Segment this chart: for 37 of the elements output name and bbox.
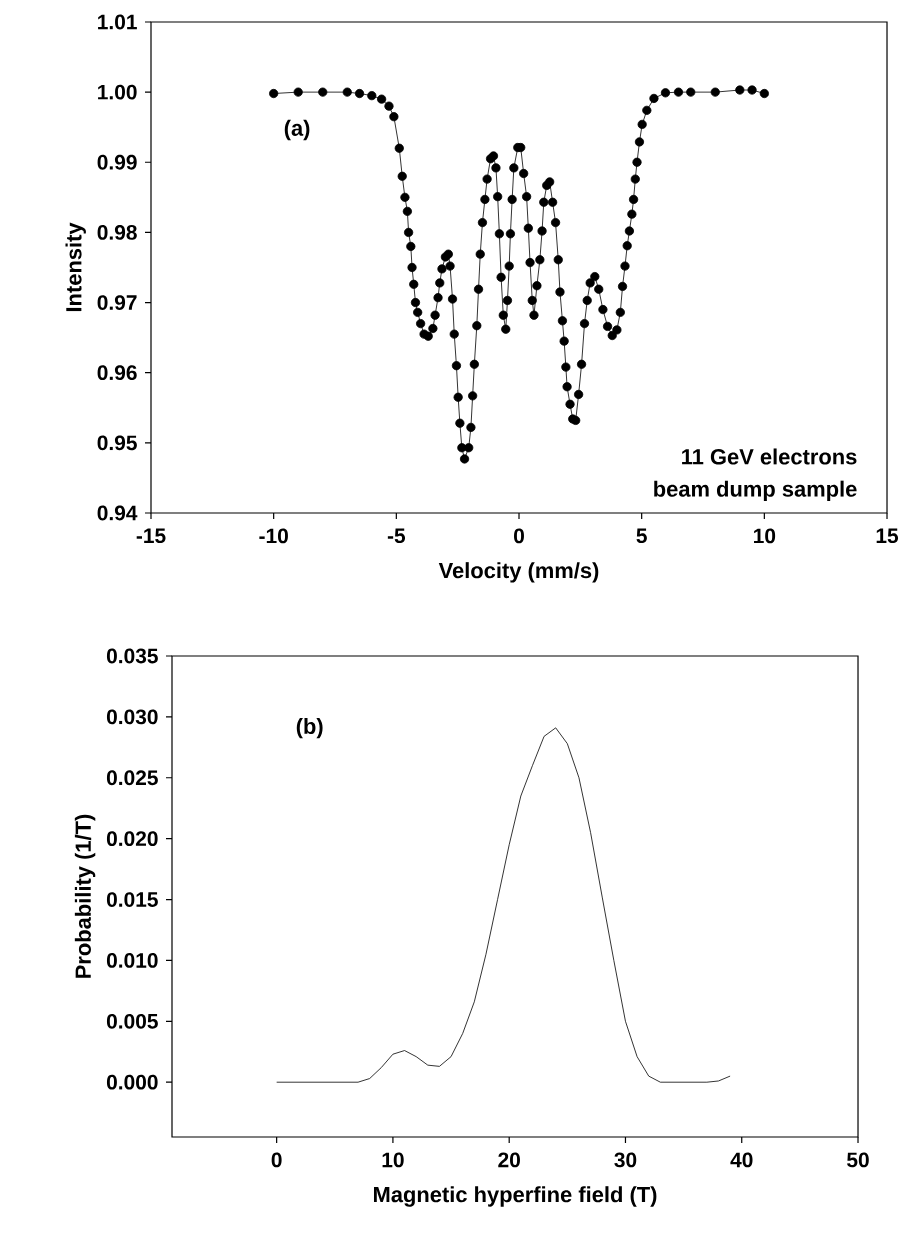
x-axis-title: Magnetic hyperfine field (T): [374, 1186, 657, 1207]
y-tick-label: 0.97: [97, 295, 137, 310]
annotation: 11 GeV electrons: [682, 448, 857, 465]
annotation: (a): [284, 119, 310, 141]
y-tick-label: 0.94: [97, 505, 138, 521]
y-tick-label: 0.010: [106, 953, 158, 968]
x-tick-label: 50: [847, 1152, 869, 1168]
x-tick-label: -15: [136, 528, 166, 544]
x-tick-label: 10: [754, 528, 776, 544]
y-tick-label: 0.95: [97, 435, 137, 451]
x-tick-label: 0: [514, 528, 524, 544]
y-tick-label: 0.035: [106, 648, 158, 664]
y-tick-label: 0.030: [106, 709, 158, 725]
y-tick-label: 0.000: [106, 1074, 158, 1090]
x-tick-label: 30: [614, 1152, 637, 1168]
annotation: beam dump sample: [654, 480, 857, 502]
annotation: (b): [296, 717, 323, 739]
x-tick-label: 5: [636, 528, 647, 544]
y-axis-title: Intensity: [65, 222, 86, 312]
y-tick-label: 0.015: [106, 892, 158, 907]
y-tick-label: 0.005: [106, 1013, 158, 1029]
x-tick-label: 0: [271, 1152, 282, 1168]
y-tick-label: 1.00: [98, 84, 137, 100]
y-tick-label: 1.01: [98, 14, 137, 30]
y-tick-label: 0.99: [97, 154, 137, 170]
x-tick-label: 15: [876, 528, 899, 544]
x-tick-label: -10: [259, 528, 288, 544]
y-tick-label: 0.025: [106, 770, 158, 786]
y-axis-title: Probability (1/T): [74, 814, 96, 978]
y-tick-label: 0.020: [106, 831, 158, 847]
y-tick-label: 0.98: [97, 225, 137, 240]
y-tick-label: 0.96: [97, 365, 137, 381]
x-tick-label: -5: [387, 528, 406, 544]
x-axis-title: Velocity (mm/s): [438, 562, 599, 583]
x-tick-label: 10: [382, 1152, 404, 1168]
x-tick-label: 20: [498, 1152, 520, 1168]
x-tick-label: 40: [730, 1152, 753, 1168]
